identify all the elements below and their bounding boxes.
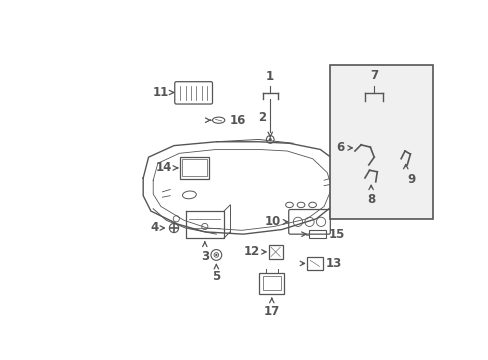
Bar — [182, 159, 207, 176]
Circle shape — [268, 138, 271, 141]
Circle shape — [215, 254, 217, 256]
Text: 10: 10 — [264, 215, 281, 228]
Text: 12: 12 — [243, 246, 259, 258]
Text: 16: 16 — [229, 114, 245, 127]
Text: 4: 4 — [150, 221, 158, 234]
Text: 14: 14 — [156, 161, 172, 175]
Bar — [308, 230, 325, 238]
Text: 8: 8 — [366, 193, 374, 206]
Text: 2: 2 — [258, 111, 266, 125]
Text: 15: 15 — [328, 228, 345, 240]
Bar — [329, 65, 432, 219]
Text: 9: 9 — [407, 172, 415, 185]
Text: 13: 13 — [325, 257, 341, 270]
Bar — [259, 273, 284, 294]
Bar — [268, 245, 282, 259]
Text: 11: 11 — [152, 86, 168, 99]
Bar — [306, 257, 322, 270]
Text: 3: 3 — [201, 249, 208, 262]
Bar — [262, 276, 281, 289]
Bar — [180, 157, 209, 179]
Text: 7: 7 — [369, 69, 378, 82]
Text: 5: 5 — [212, 270, 220, 283]
Text: 17: 17 — [263, 305, 279, 318]
Text: 6: 6 — [335, 141, 344, 154]
Text: 1: 1 — [265, 70, 274, 83]
